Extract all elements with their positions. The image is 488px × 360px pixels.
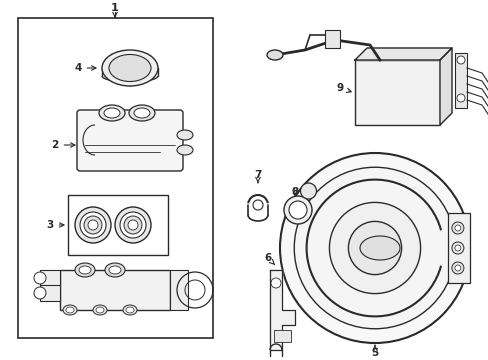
Text: 1: 1 [111,3,119,13]
Text: 8: 8 [291,187,298,197]
Ellipse shape [451,262,463,274]
Ellipse shape [177,145,193,155]
Ellipse shape [105,263,125,277]
Ellipse shape [129,105,155,121]
Ellipse shape [134,108,150,118]
Ellipse shape [266,50,283,60]
Bar [40,270,60,286]
Ellipse shape [120,212,146,238]
Bar [60,270,170,310]
Ellipse shape [454,225,460,231]
Ellipse shape [347,221,401,275]
Ellipse shape [451,242,463,254]
Text: 6: 6 [264,253,274,265]
Bar [18,18,213,338]
Ellipse shape [88,220,98,230]
Polygon shape [439,48,451,125]
Ellipse shape [456,94,464,102]
Polygon shape [354,48,451,60]
Ellipse shape [280,153,469,343]
Ellipse shape [34,272,46,284]
Ellipse shape [96,307,104,313]
Ellipse shape [63,305,77,315]
Ellipse shape [123,305,137,315]
Text: 9: 9 [336,83,350,93]
Ellipse shape [329,202,420,294]
Bar [454,53,466,108]
Bar [273,330,290,342]
Ellipse shape [284,196,311,224]
Bar [447,213,469,283]
Bar [170,270,187,310]
Ellipse shape [109,54,151,81]
Bar [325,30,339,48]
Ellipse shape [80,212,106,238]
Ellipse shape [109,266,121,274]
Text: 5: 5 [370,345,378,358]
Ellipse shape [93,305,107,315]
Ellipse shape [128,220,138,230]
Bar [40,285,60,301]
Ellipse shape [177,130,193,140]
Ellipse shape [102,50,158,86]
Ellipse shape [34,287,46,299]
Ellipse shape [79,266,91,274]
Bar [68,195,168,255]
Ellipse shape [270,278,281,288]
Polygon shape [269,270,294,350]
Ellipse shape [451,222,463,234]
Ellipse shape [288,201,306,219]
Text: 7: 7 [254,170,261,183]
Ellipse shape [99,105,125,121]
Ellipse shape [359,236,399,260]
Text: 2: 2 [51,140,75,150]
Ellipse shape [115,207,151,243]
Ellipse shape [126,307,134,313]
Text: 4: 4 [74,63,96,73]
Ellipse shape [124,216,142,234]
Ellipse shape [294,167,455,329]
Bar [354,60,439,125]
Ellipse shape [104,108,120,118]
Ellipse shape [454,265,460,271]
Text: 3: 3 [46,220,64,230]
FancyBboxPatch shape [77,110,183,171]
Ellipse shape [300,183,316,199]
Ellipse shape [66,307,74,313]
Ellipse shape [454,245,460,251]
Ellipse shape [456,56,464,64]
Ellipse shape [75,263,95,277]
Ellipse shape [84,216,102,234]
Ellipse shape [75,207,111,243]
